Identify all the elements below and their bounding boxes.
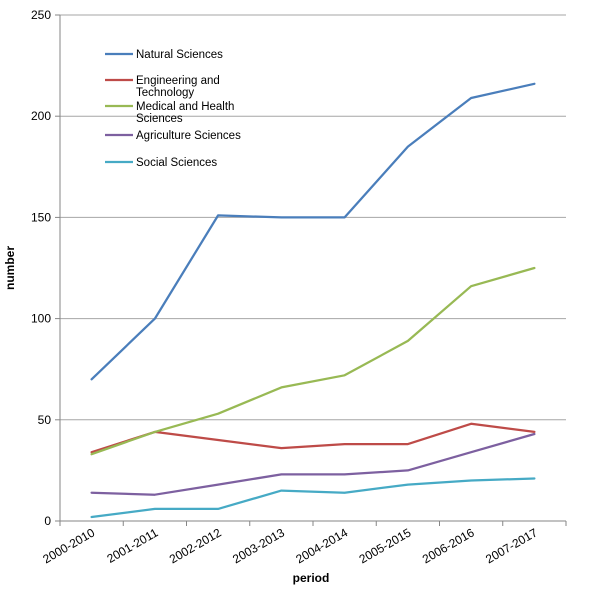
legend-entry: Natural Sciences [105, 49, 223, 61]
y-axis-title: number [3, 246, 17, 290]
legend-label: Medical and Health [136, 101, 234, 113]
legend-entry: Social Sciences [105, 157, 217, 169]
series-line-0 [90, 82, 536, 381]
x-tick-label: 2007-2017 [483, 525, 540, 566]
x-tick-label: 2000-2010 [40, 525, 97, 566]
legend: Natural Sciences Engineering andTechnolog… [105, 49, 241, 169]
series-lines [90, 82, 536, 519]
series-line-3 [90, 432, 536, 496]
series-line-4 [90, 477, 536, 519]
x-tick-label: 2001-2011 [104, 525, 160, 566]
y-tick-label: 150 [31, 210, 51, 224]
series-line-2 [90, 266, 536, 456]
x-tick-label: 2006-2016 [420, 525, 477, 566]
legend-entry: Agriculture Sciences [105, 130, 241, 142]
legend-label: Natural Sciences [136, 49, 223, 61]
x-tick-label: 2004-2014 [293, 525, 350, 566]
y-tick-labels: 0 50 100 150 200 250 [31, 8, 51, 528]
x-axis-title: period [293, 571, 330, 585]
legend-label: Social Sciences [136, 157, 217, 169]
legend-label: Technology [136, 87, 194, 99]
x-tick-label: 2002-2012 [167, 525, 224, 566]
x-tick-label: 2005-2015 [357, 525, 414, 566]
y-tick-label: 200 [31, 109, 51, 123]
legend-label: Agriculture Sciences [136, 130, 241, 142]
axes [55, 14, 567, 526]
y-tick-label: 100 [31, 312, 51, 326]
series-line-1 [90, 422, 536, 454]
x-tick-labels: 2000-2010 2001-2011 2002-2012 2003-2013 2004… [40, 525, 540, 566]
legend-label: Engineering and [136, 75, 220, 87]
x-tick-label: 2003-2013 [230, 525, 287, 566]
legend-label: Sciences [136, 113, 183, 125]
y-tick-label: 0 [44, 514, 51, 528]
y-tick-label: 50 [38, 413, 52, 427]
y-tick-label: 250 [31, 8, 51, 22]
